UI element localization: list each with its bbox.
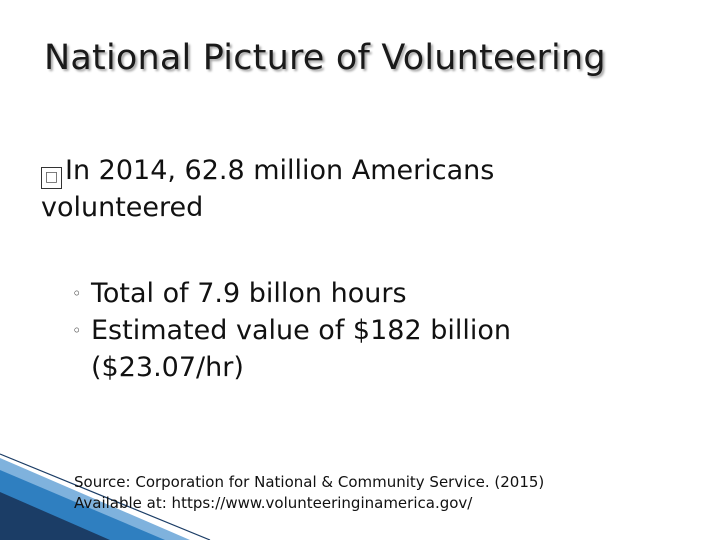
slide-title: National Picture of Volunteering bbox=[44, 38, 606, 78]
sub-bullet-item: ◦ Estimated value of $182 billion ($23.0… bbox=[72, 312, 612, 386]
main-bullet: □ In 2014, 62.8 million Americans volunte… bbox=[41, 152, 601, 226]
checkbox-bullet-icon: □ bbox=[41, 167, 62, 189]
source-citation: Source: Corporation for National & Commu… bbox=[74, 472, 544, 514]
circle-bullet-icon: ◦ bbox=[72, 321, 82, 340]
sub-bullet-item: ◦ Total of 7.9 billon hours bbox=[72, 275, 612, 312]
circle-bullet-icon: ◦ bbox=[72, 284, 82, 303]
main-bullet-text: In 2014, 62.8 million Americans voluntee… bbox=[41, 155, 495, 223]
sub-bullet-list: ◦ Total of 7.9 billon hours ◦ Estimated … bbox=[72, 275, 612, 386]
sub-bullet-text: Estimated value of $182 billion ($23.07/… bbox=[91, 315, 511, 383]
source-url-line[interactable]: Available at: https://www.volunteeringin… bbox=[74, 494, 473, 512]
source-line: Source: Corporation for National & Commu… bbox=[74, 473, 545, 491]
sub-bullet-text: Total of 7.9 billon hours bbox=[91, 278, 407, 309]
